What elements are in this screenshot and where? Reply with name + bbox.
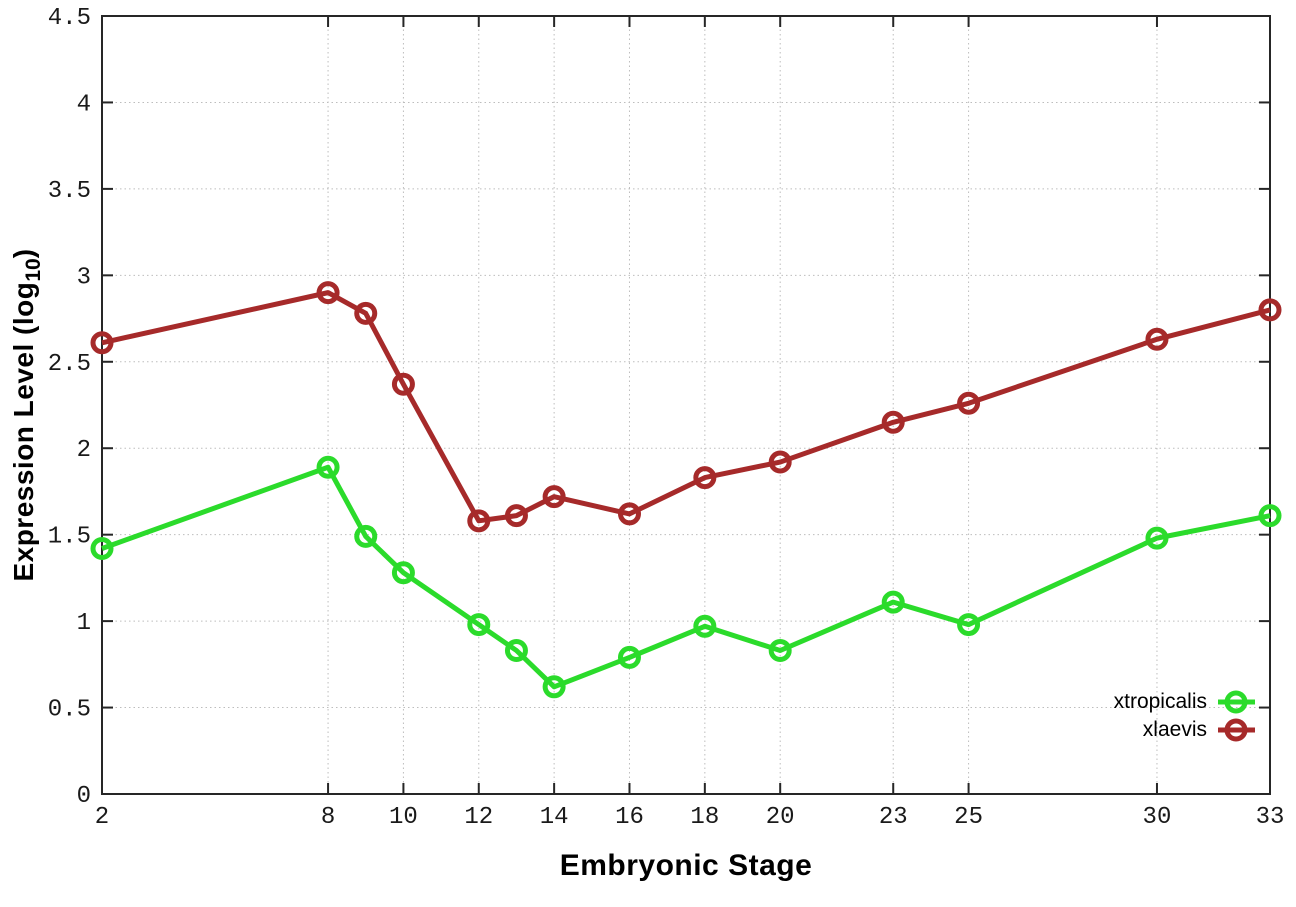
x-tick-label: 25 (954, 804, 983, 831)
x-tick-label: 16 (615, 804, 644, 831)
data-point-marker-xlaevis (467, 509, 491, 533)
y-axis-title-close: ) (8, 248, 39, 259)
data-point-marker-xtropicalis (316, 455, 340, 479)
y-tick-label: 2 (77, 437, 91, 464)
data-point-marker-xtropicalis (617, 645, 641, 669)
x-tick-label: 10 (389, 804, 418, 831)
legend-sample-xlaevis (1218, 718, 1255, 742)
x-tick-label: 14 (540, 804, 569, 831)
legend-sample-xtropicalis (1218, 690, 1255, 714)
data-point-marker-xtropicalis (768, 639, 792, 663)
plot-border (101, 15, 1271, 795)
data-point-marker-xlaevis (768, 450, 792, 474)
data-point-marker-xtropicalis (504, 639, 528, 663)
data-point-marker-xlaevis (1258, 298, 1282, 322)
x-tick-label: 2 (95, 804, 109, 831)
y-tick-labels: 0 0.5 1 1.5 2 2.5 3 3.5 4 4.5 (48, 5, 91, 810)
x-tick-label: 30 (1143, 804, 1172, 831)
y-tick-label: 4.5 (48, 5, 91, 32)
series-line-xlaevis (101, 290, 1271, 524)
y-axis-title-main: Expression Level (log (8, 281, 39, 582)
data-point-marker-xtropicalis (542, 675, 566, 699)
y-tick-label: 3.5 (48, 178, 91, 205)
data-point-marker-xlaevis (316, 281, 340, 305)
data-point-marker-xlaevis (90, 331, 114, 355)
x-tick-labels: 2 8 10 12 14 16 18 20 23 25 30 33 (95, 804, 1285, 831)
y-axis-title: Expression Level (log10) (8, 248, 46, 581)
legend-marker-icon (1224, 690, 1248, 714)
grid (101, 15, 1271, 795)
data-point-marker-xlaevis (354, 301, 378, 325)
data-point-marker-xtropicalis (90, 536, 114, 560)
data-point-marker-xtropicalis (354, 524, 378, 548)
y-tick-label: 0.5 (48, 697, 91, 724)
data-point-marker-xlaevis (957, 391, 981, 415)
y-tick-label: 1 (77, 610, 91, 637)
data-point-marker-xlaevis (617, 502, 641, 526)
data-point-marker-xlaevis (1145, 327, 1169, 351)
legend: xtropicalis xlaevis (1114, 688, 1255, 744)
legend-label-xtropicalis: xtropicalis (1113, 690, 1207, 713)
y-tick-label: 4 (77, 91, 91, 118)
y-tick-label: 0 (77, 783, 91, 810)
data-point-marker-xtropicalis (467, 613, 491, 637)
legend-row-xlaevis: xlaevis (1143, 716, 1255, 744)
y-tick-label: 3 (77, 264, 91, 291)
x-tick-label: 20 (766, 804, 795, 831)
data-point-marker-xtropicalis (881, 590, 905, 614)
data-point-marker-xtropicalis (957, 613, 981, 637)
x-tick-label: 12 (464, 804, 493, 831)
x-tick-label: 18 (690, 804, 719, 831)
data-point-marker-xlaevis (504, 504, 528, 528)
x-tick-label: 33 (1256, 804, 1285, 831)
legend-row-xtropicalis: xtropicalis (1114, 688, 1255, 716)
y-tick-label: 1.5 (48, 524, 91, 551)
tick-marks (101, 15, 1271, 795)
data-point-marker-xlaevis (693, 466, 717, 490)
data-point-marker-xtropicalis (1258, 504, 1282, 528)
data-point-marker-xlaevis (881, 410, 905, 434)
data-point-marker-xlaevis (391, 372, 415, 396)
data-point-marker-xlaevis (542, 485, 566, 509)
series-xtropicalis (90, 455, 1282, 699)
x-axis-title: Embryonic Stage (559, 849, 813, 882)
y-axis-title-subscript: 10 (22, 258, 45, 282)
x-tick-label: 23 (879, 804, 908, 831)
x-tick-label: 8 (321, 804, 335, 831)
legend-marker-icon (1224, 718, 1248, 742)
series-xlaevis (90, 281, 1282, 533)
data-point-marker-xtropicalis (1145, 526, 1169, 550)
data-point-marker-xtropicalis (693, 614, 717, 638)
data-point-marker-xtropicalis (391, 561, 415, 585)
series-line-xtropicalis (101, 464, 1271, 690)
y-tick-label: 2.5 (48, 351, 91, 378)
legend-label-xlaevis: xlaevis (1142, 718, 1207, 741)
